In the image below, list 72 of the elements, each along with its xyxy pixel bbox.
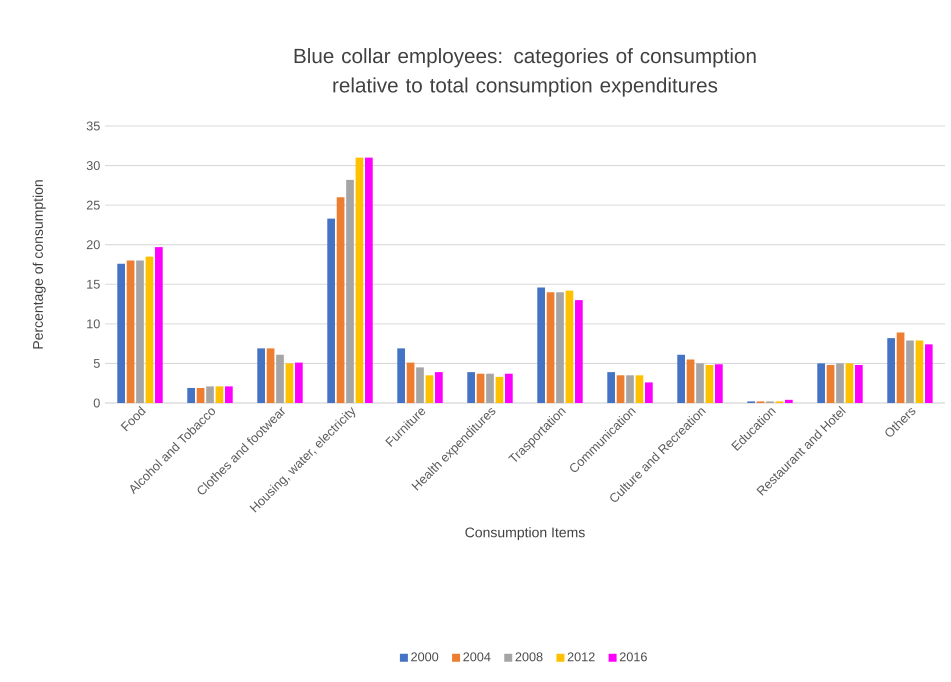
bar — [836, 363, 844, 403]
y-tick-label: 5 — [94, 358, 100, 368]
bar — [505, 374, 513, 403]
y-tick-label: 35 — [86, 122, 100, 130]
bar — [406, 362, 414, 403]
bar — [486, 374, 494, 403]
bar — [467, 372, 475, 403]
bar — [626, 375, 634, 403]
bar — [607, 372, 615, 403]
bar — [785, 400, 793, 403]
x-axis-title: Consumption Items — [465, 527, 585, 540]
bar — [435, 372, 443, 403]
bar — [715, 364, 723, 403]
bar — [257, 348, 265, 403]
bar — [187, 388, 195, 403]
bar — [496, 376, 504, 403]
bar — [346, 180, 354, 403]
legend-label: 2000 — [411, 652, 438, 662]
bar — [216, 386, 224, 403]
bar — [225, 386, 233, 403]
bar — [286, 363, 294, 403]
bar — [706, 365, 714, 403]
bar — [906, 340, 914, 403]
y-tick-label: 0 — [94, 398, 100, 408]
bar — [916, 340, 924, 403]
bar — [397, 348, 405, 403]
bar — [126, 260, 134, 403]
bar — [896, 332, 904, 403]
y-axis-title: Percentage of consumption — [32, 180, 46, 349]
bar — [616, 375, 624, 403]
bar — [336, 197, 344, 403]
bar — [117, 264, 125, 403]
bar — [416, 367, 424, 403]
chart-title: Blue collar employees: categories of consumption relative to total consumption expenditures — [294, 48, 756, 97]
bar — [295, 362, 303, 403]
legend-label: 2004 — [463, 652, 491, 662]
bar — [925, 344, 933, 403]
bar — [537, 287, 545, 403]
y-tick-label: 10 — [87, 319, 100, 328]
y-tick-label: 20 — [86, 240, 100, 250]
bar — [136, 260, 144, 403]
bar — [855, 365, 863, 403]
bar — [887, 338, 895, 403]
bar — [476, 374, 484, 403]
bar — [677, 354, 685, 403]
bar — [206, 386, 214, 403]
bar — [696, 363, 704, 403]
legend-label: 2016 — [620, 652, 647, 662]
bar — [846, 363, 854, 403]
y-tick-label: 15 — [87, 280, 100, 289]
bar — [266, 348, 274, 403]
bar — [155, 247, 163, 403]
bar — [365, 158, 373, 403]
bar — [196, 388, 204, 403]
legend-label: 2008 — [516, 652, 543, 662]
bar — [546, 292, 554, 403]
bar — [276, 354, 284, 403]
bar — [575, 300, 583, 403]
bar — [146, 256, 154, 403]
bar — [356, 158, 364, 403]
bar — [636, 375, 644, 403]
bar — [566, 290, 574, 403]
legend-label: 2012 — [568, 652, 595, 662]
bar — [826, 365, 834, 403]
bar — [426, 375, 434, 403]
y-tick-label: 30 — [86, 161, 100, 170]
y-tick-label: 25 — [86, 200, 100, 210]
bar — [556, 292, 564, 403]
bar — [817, 363, 825, 403]
bar — [686, 359, 694, 403]
bar — [645, 382, 653, 403]
bar — [327, 218, 335, 403]
